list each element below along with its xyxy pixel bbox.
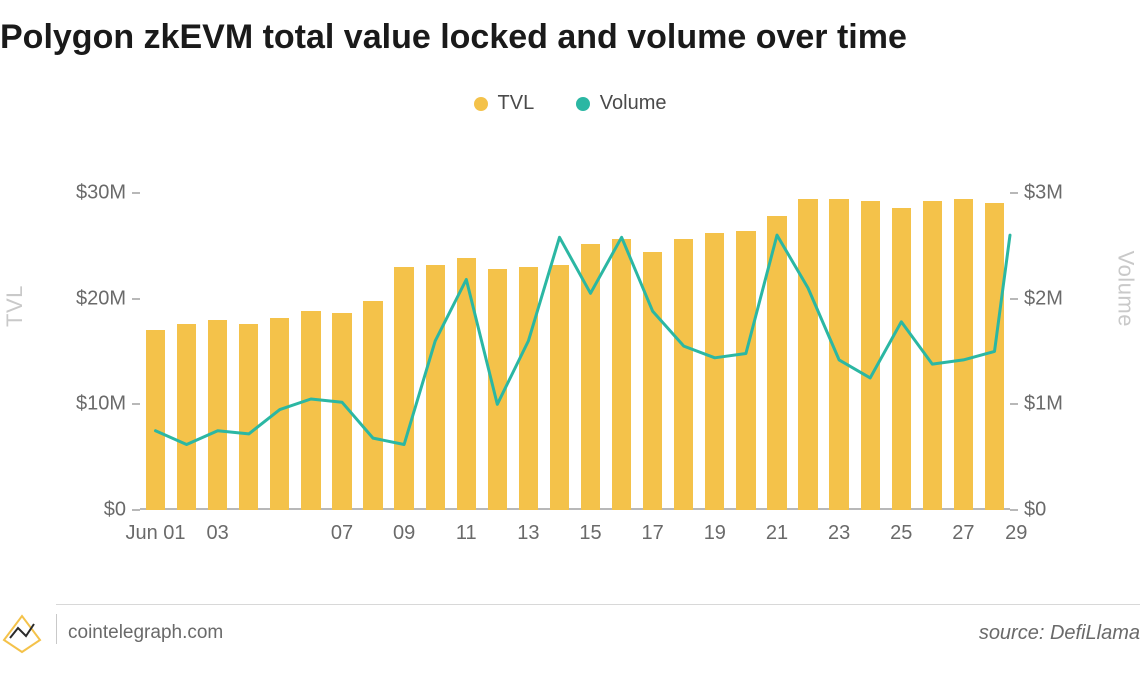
- y-left-tick-label: $0: [104, 499, 126, 522]
- tvl-swatch: [474, 97, 488, 111]
- y-right-tick-label: $3M: [1024, 181, 1063, 204]
- y-axis-left-label: TVL: [2, 285, 28, 327]
- chart-plot: $0$10M$20M$30M$0$1M$2M$3M: [140, 140, 1010, 510]
- x-axis-labels: Jun 0103070911131517192123252729: [140, 522, 1010, 562]
- x-tick-label: 19: [704, 522, 726, 545]
- x-tick-label: 11: [456, 522, 477, 545]
- x-tick-label: 15: [579, 522, 601, 545]
- y-left-tick-label: $10M: [76, 393, 126, 416]
- x-tick-label: 07: [331, 522, 353, 545]
- legend-item-volume: Volume: [576, 92, 667, 115]
- footer: cointelegraph.com source: DefiLlama: [0, 618, 1140, 658]
- y-right-tick-mark: [1010, 403, 1018, 405]
- source-label: source: DefiLlama: [979, 622, 1140, 645]
- volume-line: [140, 140, 1010, 510]
- x-tick-label: 03: [207, 522, 229, 545]
- x-tick-label: 13: [517, 522, 539, 545]
- y-right-tick-label: $2M: [1024, 287, 1063, 310]
- y-right-tick-mark: [1010, 192, 1018, 194]
- legend-item-tvl: TVL: [474, 92, 535, 115]
- y-left-tick-mark: [132, 298, 140, 300]
- y-axis-right-label: Volume: [1112, 251, 1138, 327]
- x-tick-label: 09: [393, 522, 415, 545]
- y-left-tick-label: $20M: [76, 287, 126, 310]
- chart-title: Polygon zkEVM total value locked and vol…: [0, 18, 907, 57]
- legend: TVL Volume: [0, 92, 1140, 117]
- x-tick-label: 17: [642, 522, 664, 545]
- x-tick-label: 29: [1005, 522, 1027, 545]
- x-tick-label: 23: [828, 522, 850, 545]
- y-right-tick-label: $0: [1024, 499, 1046, 522]
- y-left-tick-label: $30M: [76, 181, 126, 204]
- y-right-tick-mark: [1010, 509, 1018, 511]
- legend-label-tvl: TVL: [498, 92, 535, 115]
- cointelegraph-logo-icon: [0, 612, 44, 656]
- footer-rule: [56, 604, 1140, 605]
- y-right-tick-label: $1M: [1024, 393, 1063, 416]
- x-tick-label: 21: [766, 522, 788, 545]
- y-left-tick-mark: [132, 403, 140, 405]
- brand-label: cointelegraph.com: [68, 622, 223, 644]
- x-tick-label: Jun 01: [126, 522, 186, 545]
- volume-swatch: [576, 97, 590, 111]
- x-tick-label: 27: [952, 522, 974, 545]
- legend-label-volume: Volume: [600, 92, 667, 115]
- y-right-tick-mark: [1010, 298, 1018, 300]
- x-tick-label: 25: [890, 522, 912, 545]
- y-left-tick-mark: [132, 509, 140, 511]
- y-left-tick-mark: [132, 192, 140, 194]
- footer-separator: [56, 614, 57, 644]
